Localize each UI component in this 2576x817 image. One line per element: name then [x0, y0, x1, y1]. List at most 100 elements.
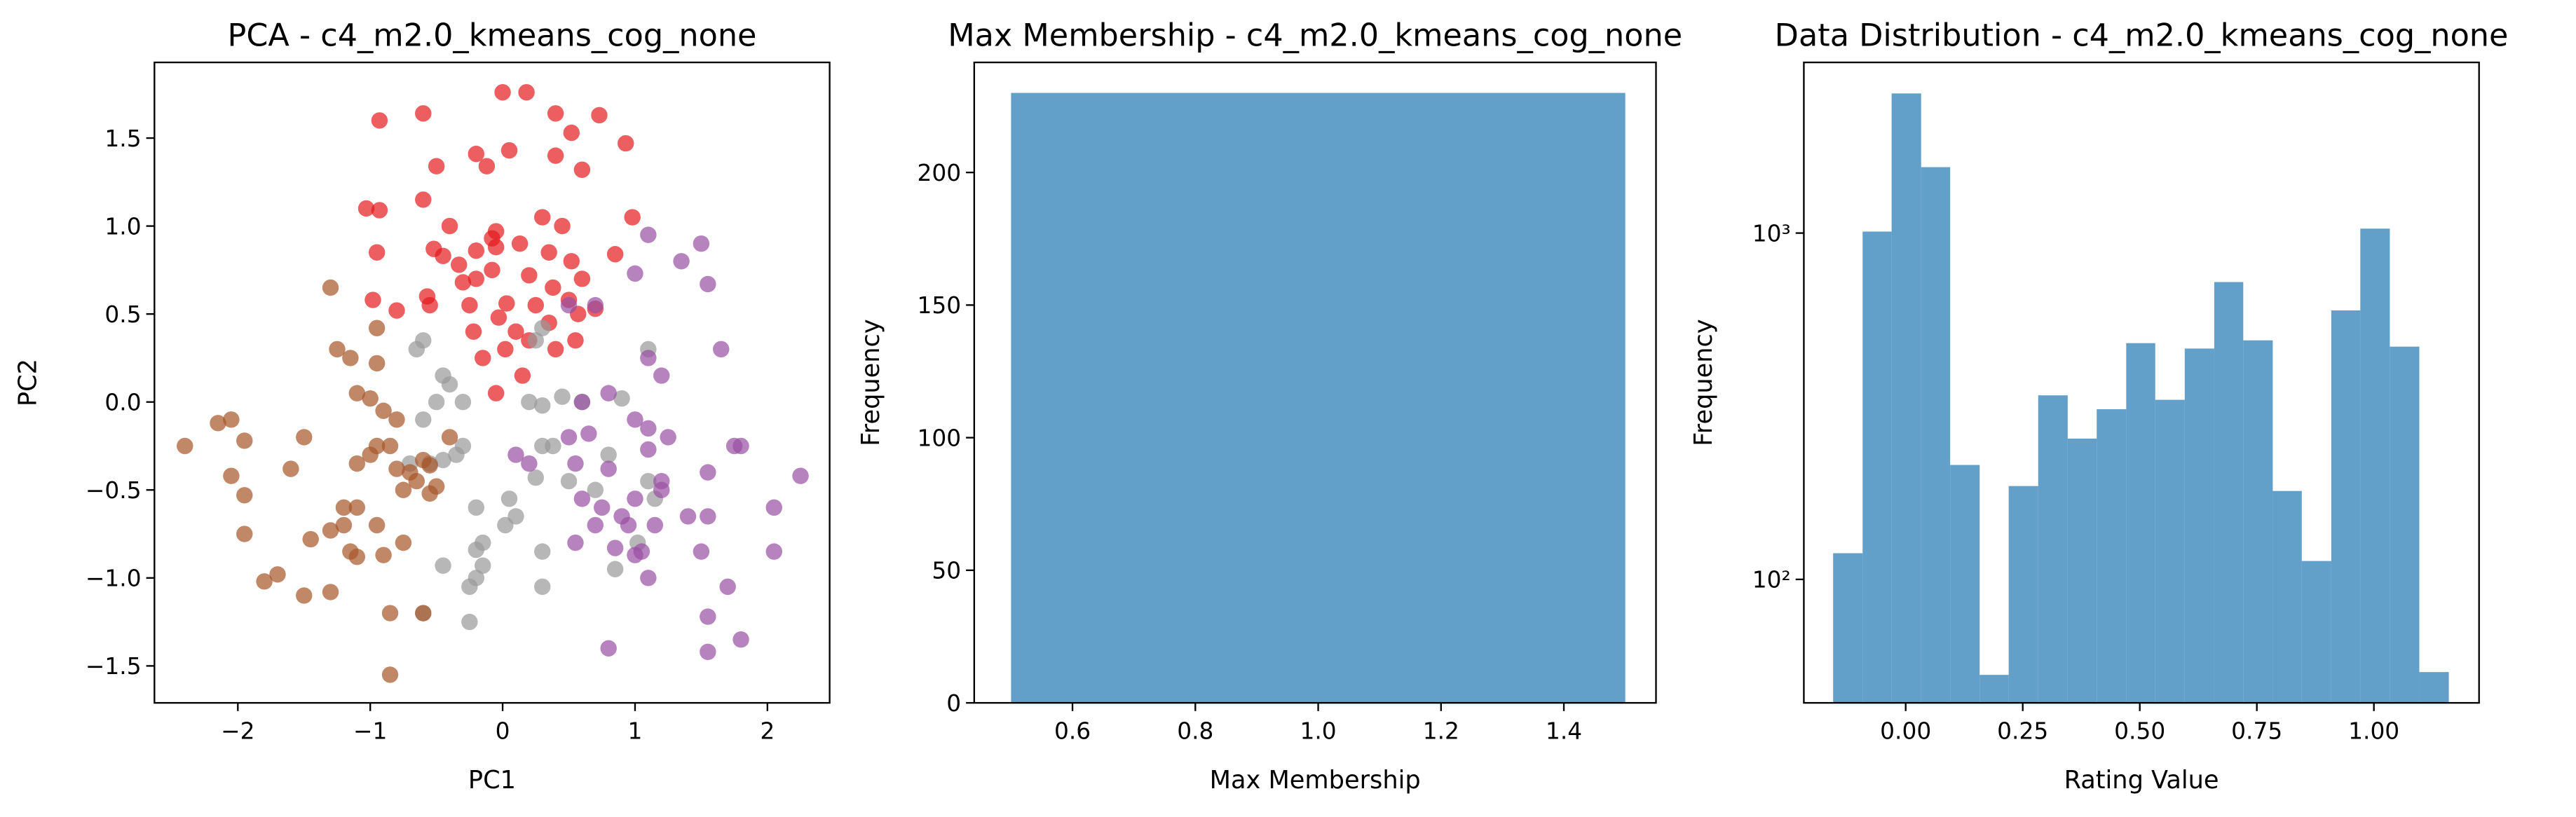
point	[560, 472, 578, 490]
point	[521, 267, 538, 284]
point	[534, 543, 551, 560]
point	[362, 446, 379, 463]
point	[547, 147, 564, 164]
point	[421, 457, 438, 474]
point	[567, 332, 584, 349]
point	[591, 107, 608, 124]
point	[454, 393, 472, 411]
point	[673, 253, 690, 270]
y-tick-label: 10³	[1752, 220, 1791, 247]
point	[210, 415, 226, 432]
point	[563, 253, 580, 270]
point	[573, 393, 591, 411]
point	[415, 605, 432, 622]
bar	[1862, 231, 1892, 703]
point	[381, 666, 399, 683]
point	[545, 437, 561, 455]
y-axis-label: PC2	[14, 359, 43, 406]
point	[223, 467, 240, 484]
point	[468, 499, 485, 516]
point	[408, 472, 425, 490]
point	[421, 485, 438, 502]
point	[587, 516, 604, 534]
point	[296, 587, 313, 604]
chart-title: PCA - c4_m2.0_kmeans_cog_none	[227, 18, 756, 54]
y-axis-label: Frequency	[1689, 319, 1718, 446]
point	[580, 425, 597, 442]
point	[563, 124, 580, 142]
bar	[2184, 348, 2214, 703]
point	[415, 191, 432, 208]
point	[451, 256, 468, 273]
point	[534, 209, 551, 226]
y-tick-label: 100	[917, 425, 961, 451]
point	[348, 499, 366, 516]
point	[441, 429, 458, 446]
point	[700, 464, 716, 481]
point	[640, 420, 657, 437]
point	[500, 490, 518, 507]
point	[653, 481, 670, 498]
chart-title: Data Distribution - c4_m2.0_kmeans_cog_n…	[1775, 18, 2509, 54]
x-tick-label: 0.8	[1177, 718, 1213, 745]
point	[461, 296, 478, 314]
axes-frame	[154, 61, 831, 704]
bar	[2097, 409, 2127, 703]
point	[461, 578, 478, 596]
point	[567, 455, 584, 472]
x-tick-label: 1.4	[1546, 718, 1582, 745]
point	[428, 393, 445, 411]
point	[554, 217, 571, 235]
point	[700, 608, 716, 625]
bar	[1891, 93, 1921, 703]
x-tick-label: −1	[353, 718, 387, 745]
bar	[1950, 465, 1980, 703]
y-tick-label: 150	[917, 292, 961, 319]
point	[468, 270, 485, 287]
x-axis-label: Rating Value	[2064, 766, 2219, 795]
point	[732, 437, 749, 455]
point	[428, 158, 445, 174]
y-axis-label: Frequency	[857, 319, 885, 446]
point	[236, 432, 253, 449]
point	[441, 217, 458, 235]
point	[500, 142, 518, 159]
point	[415, 411, 432, 428]
point	[640, 441, 657, 458]
y-tick-label: 1.0	[104, 213, 141, 240]
bar	[2390, 346, 2420, 703]
point	[357, 200, 375, 217]
point	[371, 202, 388, 219]
point	[475, 557, 491, 574]
point	[371, 112, 388, 129]
point	[475, 350, 491, 366]
point	[507, 446, 524, 463]
bar	[2360, 228, 2390, 703]
point	[454, 274, 472, 291]
point	[362, 390, 379, 407]
point	[606, 540, 624, 556]
x-tick-label: 0.00	[1880, 718, 1931, 745]
point	[468, 145, 485, 163]
point	[646, 516, 664, 534]
point	[375, 547, 392, 563]
point	[719, 578, 736, 596]
y-tick-label: 10²	[1752, 567, 1791, 593]
y-tick-label: 0	[946, 690, 961, 717]
point	[618, 135, 634, 152]
point	[633, 543, 650, 560]
point	[329, 341, 346, 358]
point	[713, 341, 730, 358]
point	[594, 499, 611, 516]
bar	[2008, 486, 2038, 703]
point	[606, 561, 624, 577]
point	[269, 566, 286, 583]
point	[653, 367, 670, 384]
point	[342, 350, 359, 366]
point	[534, 320, 551, 336]
point	[640, 570, 657, 586]
x-tick-label: 1.2	[1423, 718, 1459, 745]
point	[514, 367, 531, 384]
point	[765, 499, 782, 516]
point	[534, 578, 551, 596]
